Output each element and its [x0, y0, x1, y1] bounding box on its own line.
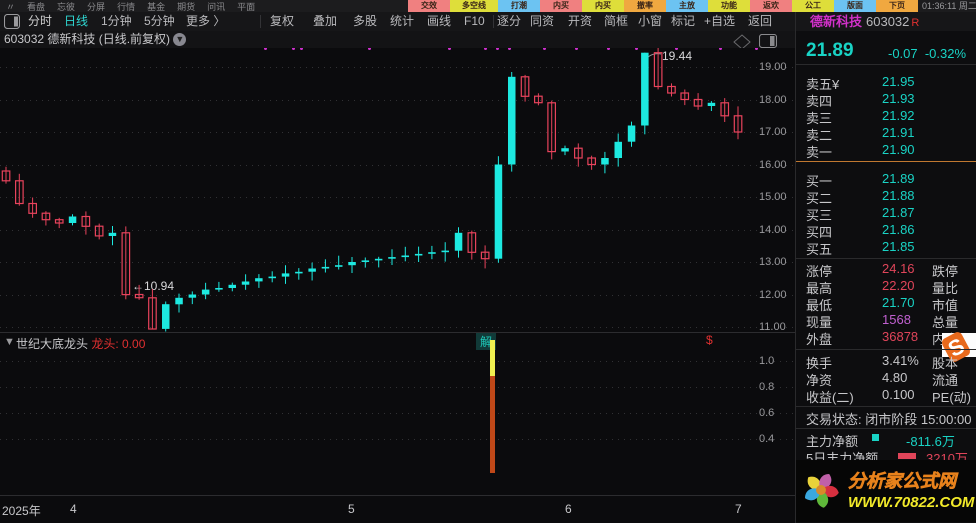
svg-text:WWW.70822.COM: WWW.70822.COM — [848, 494, 975, 511]
svg-text:分析家公式网: 分析家公式网 — [848, 471, 959, 491]
